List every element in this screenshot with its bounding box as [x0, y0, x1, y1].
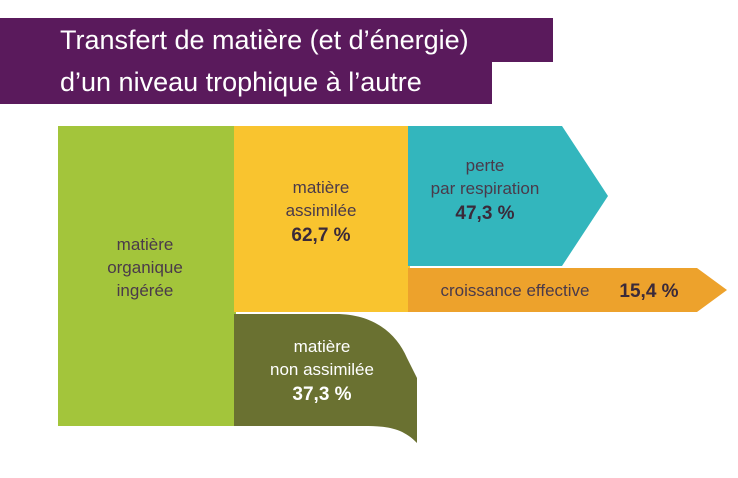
ingested-label-line2: organique	[107, 258, 183, 277]
growth-arrow	[408, 268, 727, 312]
respiration-value: 47,3 %	[455, 203, 514, 224]
ingested-label-line3: ingérée	[117, 281, 174, 300]
respiration-label-line2: par respiration	[431, 179, 540, 198]
title-line-2: d’un niveau trophique à l’autre	[0, 62, 492, 104]
respiration-arrow	[408, 126, 608, 266]
non-assimilated-value: 37,3 %	[292, 384, 351, 405]
non-assimilated-label-line2: non assimilée	[270, 360, 374, 379]
assimilated-block	[234, 126, 410, 312]
title-line-1: Transfert de matière (et d’énergie)	[0, 18, 553, 62]
non-assimilated-label-line1: matière	[294, 337, 351, 356]
assimilated-label-line1: matière	[293, 178, 350, 197]
assimilated-value: 62,7 %	[291, 225, 350, 246]
growth-value: 15,4 %	[619, 281, 678, 302]
respiration-label-line1: perte	[466, 156, 505, 175]
ingested-label-line1: matière	[117, 235, 174, 254]
non-assimilated-block	[234, 314, 417, 443]
growth-label: croissance effective	[441, 281, 590, 300]
assimilated-label-line2: assimilée	[286, 201, 357, 220]
ingested-block	[58, 126, 236, 426]
